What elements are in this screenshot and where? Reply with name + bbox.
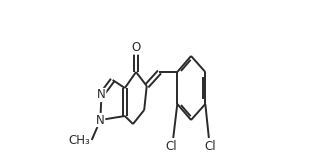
Text: N: N	[96, 113, 105, 126]
Text: N: N	[97, 89, 106, 102]
Text: CH₃: CH₃	[68, 133, 90, 146]
Text: Cl: Cl	[205, 140, 216, 153]
Text: Cl: Cl	[166, 140, 177, 153]
Text: O: O	[131, 41, 141, 54]
